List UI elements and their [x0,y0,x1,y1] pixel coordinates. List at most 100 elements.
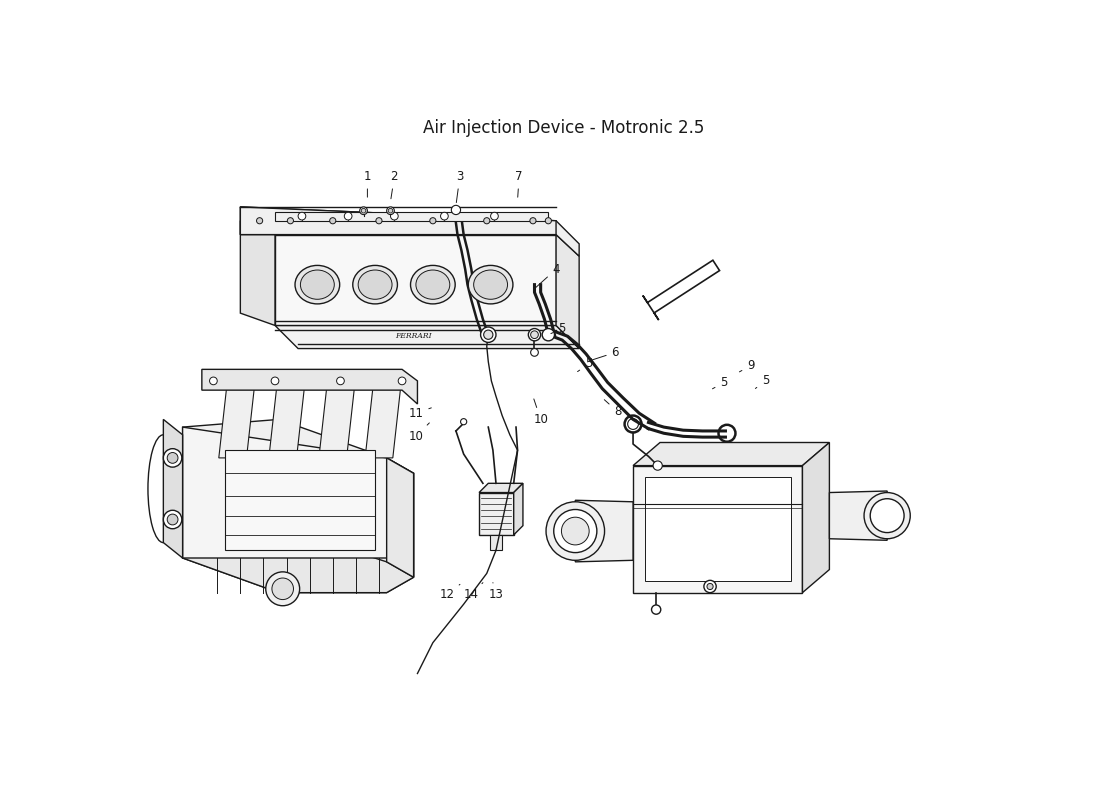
Circle shape [546,218,551,224]
Text: 3: 3 [456,170,463,202]
Polygon shape [829,491,887,540]
Polygon shape [183,427,414,578]
Polygon shape [490,535,502,550]
Text: 1: 1 [364,170,371,197]
Circle shape [298,212,306,220]
Polygon shape [514,483,522,535]
Circle shape [266,572,299,606]
Text: 2: 2 [390,170,398,198]
Circle shape [209,377,218,385]
Polygon shape [387,458,414,578]
Text: 6: 6 [590,346,619,361]
Polygon shape [275,326,580,349]
Circle shape [398,377,406,385]
Text: FERRARI: FERRARI [395,332,432,340]
Circle shape [528,329,541,341]
Polygon shape [224,450,375,550]
Circle shape [376,218,382,224]
Circle shape [256,218,263,224]
Circle shape [546,502,605,560]
Circle shape [388,209,393,213]
Polygon shape [275,234,556,326]
Circle shape [167,453,178,463]
Circle shape [542,329,554,341]
Polygon shape [480,483,522,493]
Circle shape [360,207,367,214]
Circle shape [272,578,294,599]
Circle shape [330,218,336,224]
Circle shape [653,461,662,470]
Polygon shape [268,389,305,458]
Polygon shape [275,211,548,221]
Polygon shape [645,477,791,581]
Circle shape [484,330,493,339]
Circle shape [287,218,294,224]
Polygon shape [183,527,414,593]
Polygon shape [480,493,514,535]
Ellipse shape [359,270,392,299]
Polygon shape [241,207,580,256]
Polygon shape [319,389,354,458]
Polygon shape [183,419,414,593]
Circle shape [561,517,590,545]
Circle shape [271,377,279,385]
Text: 5: 5 [578,358,592,371]
Polygon shape [575,500,634,562]
Circle shape [481,327,496,342]
Circle shape [344,212,352,220]
Ellipse shape [416,270,450,299]
Circle shape [491,212,498,220]
Polygon shape [241,221,275,326]
Circle shape [387,207,395,214]
Text: 12: 12 [439,584,460,602]
Text: 7: 7 [515,170,522,197]
Text: 14: 14 [464,582,483,602]
Text: 8: 8 [604,400,622,418]
Text: 5: 5 [551,322,565,335]
Text: 10: 10 [534,399,548,426]
Circle shape [361,209,366,213]
Circle shape [707,583,713,590]
Polygon shape [219,389,254,458]
Circle shape [870,498,904,533]
Ellipse shape [410,266,455,304]
Circle shape [530,331,538,338]
Circle shape [390,212,398,220]
Polygon shape [163,419,183,558]
FancyArrow shape [642,260,719,320]
Circle shape [167,514,178,525]
Ellipse shape [474,270,507,299]
Text: Air Injection Device - Motronic 2.5: Air Injection Device - Motronic 2.5 [424,119,704,137]
Polygon shape [241,207,556,234]
Circle shape [651,605,661,614]
Polygon shape [634,466,803,593]
Circle shape [865,493,911,538]
Text: 4: 4 [535,262,560,288]
Circle shape [484,218,490,224]
Text: 11: 11 [408,406,431,420]
Circle shape [461,418,466,425]
Circle shape [704,580,716,593]
Polygon shape [803,442,829,593]
Circle shape [440,212,449,220]
Circle shape [430,218,436,224]
Text: 5: 5 [713,376,727,389]
Polygon shape [365,389,400,458]
Circle shape [337,377,344,385]
Ellipse shape [295,266,340,304]
Text: 5: 5 [756,374,769,389]
Polygon shape [202,370,418,404]
Polygon shape [556,234,580,349]
Ellipse shape [469,266,513,304]
Circle shape [530,218,536,224]
Text: 13: 13 [488,582,504,602]
Text: 9: 9 [739,359,755,372]
Circle shape [451,206,461,214]
Ellipse shape [353,266,397,304]
Circle shape [163,449,182,467]
Ellipse shape [300,270,334,299]
Circle shape [530,349,538,356]
Polygon shape [634,442,829,466]
Text: 10: 10 [408,423,429,443]
Circle shape [553,510,597,553]
